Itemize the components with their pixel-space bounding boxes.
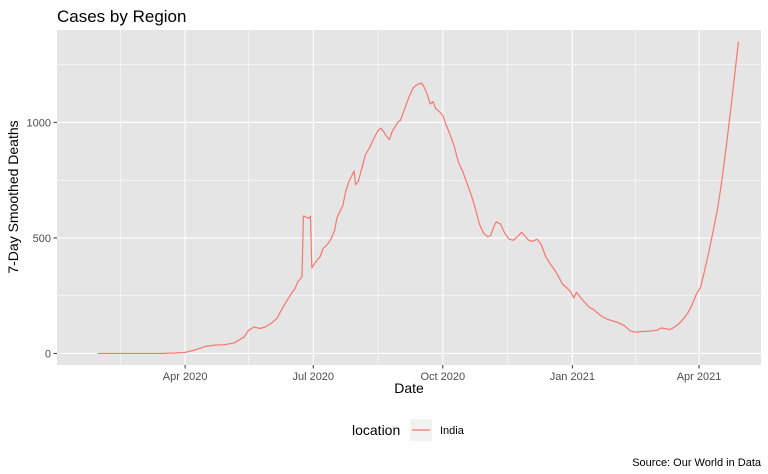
y-axis: 0 500 1000 — [27, 117, 57, 360]
x-tick-label-1: Jul 2020 — [292, 371, 334, 383]
plot-panel — [57, 30, 761, 365]
y-tick-label-0: 0 — [45, 348, 51, 360]
x-tick-label-4: Apr 2021 — [677, 371, 722, 383]
x-tick-label-0: Apr 2020 — [163, 371, 208, 383]
y-axis-title: 7-Day Smoothed Deaths — [5, 120, 21, 273]
legend-label-india: India — [440, 425, 465, 437]
x-tick-label-2: Oct 2020 — [420, 371, 465, 383]
minor-gridlines — [57, 30, 761, 365]
x-axis: Apr 2020 Jul 2020 Oct 2020 Jan 2021 Apr 2021 — [163, 365, 722, 383]
y-tick-label-1: 500 — [33, 233, 51, 245]
legend: location India — [352, 419, 465, 441]
series-line-india — [97, 41, 740, 355]
chart-caption: Source: Our World in Data — [632, 457, 762, 469]
legend-title: location — [352, 422, 400, 438]
series-layer — [97, 41, 740, 355]
x-tick-label-3: Jan 2021 — [550, 371, 595, 383]
x-axis-title: Date — [394, 380, 424, 396]
chart-title: Cases by Region — [57, 7, 186, 26]
y-tick-label-2: 1000 — [27, 117, 51, 129]
